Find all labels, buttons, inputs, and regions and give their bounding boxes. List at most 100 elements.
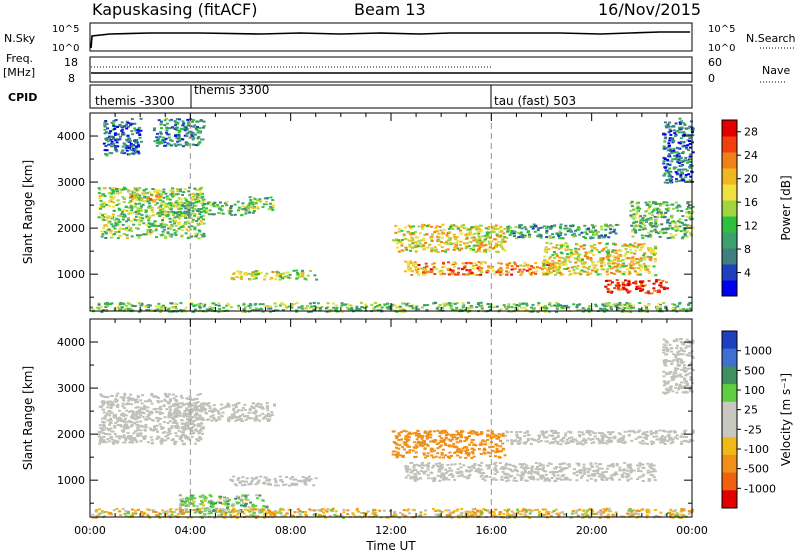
scatter-cell (450, 434, 453, 437)
scatter-cell (178, 129, 182, 132)
scatter-cell (639, 269, 643, 272)
scatter-cell (107, 143, 111, 146)
scatter-cell (594, 229, 598, 232)
scatter-cell (397, 439, 401, 441)
scatter-cell (442, 441, 446, 444)
scatter-cell (465, 237, 469, 240)
scatter-cell (421, 244, 425, 247)
scatter-cell (115, 394, 119, 397)
scatter-cell (553, 263, 557, 266)
scatter-cell (173, 232, 177, 235)
scatter-cell (470, 441, 474, 444)
scatter-cell (429, 237, 433, 240)
scatter-cell (638, 273, 642, 276)
scatter-cell (456, 433, 460, 436)
scatter-cell (163, 124, 167, 127)
scatter-cell (667, 155, 671, 158)
scatter-cell (142, 412, 146, 415)
scatter-cell (252, 478, 256, 480)
scatter-cell (578, 227, 581, 230)
scatter-cell (101, 214, 104, 217)
scatter-cell (121, 218, 125, 221)
scatter-cell (560, 245, 563, 248)
scatter-cell (677, 158, 680, 161)
scatter-cell (172, 412, 176, 415)
scatter-cell (128, 229, 132, 232)
scatter-cell (459, 435, 463, 438)
scatter-cell (250, 272, 254, 275)
scatter-cell (138, 202, 141, 205)
scatter-cell (658, 304, 662, 307)
scatter-cell (180, 419, 184, 422)
scatter-cell (470, 226, 474, 228)
scatter-cell (683, 123, 687, 126)
scatter-cell (610, 290, 614, 293)
scatter-cell (455, 306, 459, 309)
scatter-cell (186, 203, 190, 206)
scatter-cell (405, 248, 409, 251)
scatter-cell (160, 442, 164, 445)
y-tick-label: 1000 (57, 268, 85, 281)
scatter-cell (391, 239, 395, 242)
scatter-cell (292, 269, 296, 272)
scatter-cell (139, 217, 143, 220)
scatter-cell (248, 303, 252, 306)
freq-label-1: Freq. (6, 52, 33, 65)
scatter-cell (415, 267, 419, 270)
scatter-cell (179, 190, 182, 193)
scatter-cell (298, 306, 302, 309)
scatter-cell (657, 291, 661, 294)
scatter-cell (157, 302, 161, 305)
scatter-cell (194, 416, 198, 419)
scatter-cell (570, 266, 574, 269)
scatter-cell (229, 478, 232, 481)
scatter-cell (544, 248, 548, 251)
scatter-cell (613, 258, 617, 261)
scatter-cell (569, 255, 573, 258)
scatter-cell (133, 148, 137, 151)
scatter-cell (139, 117, 143, 120)
scatter-cell (147, 219, 151, 222)
scatter-cell (116, 145, 120, 148)
scatter-cell (113, 426, 117, 429)
scatter-cell (520, 227, 524, 230)
scatter-cell (259, 405, 263, 408)
scatter-cell (677, 155, 681, 158)
scatter-cell (677, 141, 681, 144)
scatter-cell (160, 127, 163, 130)
scatter-cell (164, 206, 167, 208)
scatter-cell (495, 447, 499, 450)
scatter-cell (515, 304, 519, 306)
scatter-cell (444, 250, 447, 253)
scatter-cell (678, 123, 682, 126)
scatter-cell (175, 199, 179, 202)
scatter-cell (134, 406, 138, 409)
scatter-cell (257, 308, 261, 311)
scatter-cell (523, 264, 527, 267)
scatter-cell (125, 144, 129, 147)
scatter-cell (250, 477, 254, 480)
scatter-cell (236, 200, 240, 203)
scatter-cell (118, 304, 122, 307)
scatter-cell (551, 267, 555, 270)
scatter-cell (630, 306, 633, 309)
scatter-cell (196, 218, 200, 221)
scatter-cell (123, 424, 127, 427)
scatter-cell (644, 266, 647, 269)
scatter-cell (558, 256, 562, 259)
scatter-cell (251, 402, 255, 404)
scatter-cell (685, 231, 689, 234)
scatter-cell (143, 404, 146, 407)
scatter-cell (163, 119, 167, 122)
scatter-cell (273, 302, 277, 305)
scatter-cell (392, 430, 396, 433)
scatter-cell (646, 268, 650, 271)
scatter-cell (174, 407, 178, 410)
nsearch-tick-top: 10^5 (708, 24, 735, 35)
scatter-cell (620, 263, 624, 266)
scatter-cell (190, 134, 194, 136)
scatter-cell (608, 261, 612, 264)
scatter-cell (129, 435, 133, 438)
scatter-cell (685, 161, 689, 164)
scatter-cell (663, 181, 667, 184)
